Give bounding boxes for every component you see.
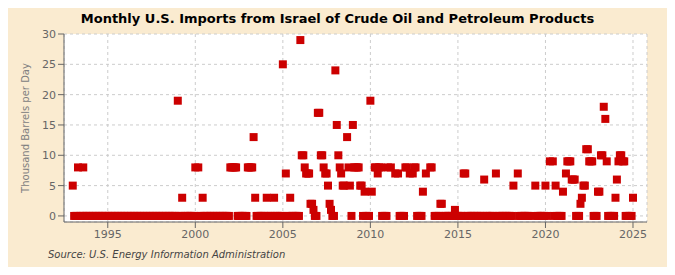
svg-text:2020: 2020 [531,228,559,241]
html-text:Monthly U.S. Imports from Isra: Monthly U.S. Imports from Israel of Crud… [80,11,595,26]
html-text:Source: U.S. Energy Informatio: Source: U.S. Energy Information Administ… [48,249,286,260]
svg-text:2005: 2005 [269,228,297,241]
svg-text:20: 20 [42,89,56,102]
svg-text:0: 0 [49,210,56,223]
svg-text:15: 15 [42,119,56,132]
svg-text:1995: 1995 [94,228,122,241]
svg-text:2010: 2010 [356,228,384,241]
svg-text:Thousand Barrels per Day: Thousand Barrels per Day [20,63,31,194]
svg-text:2025: 2025 [619,228,647,241]
svg-text:10: 10 [42,149,56,162]
svg-text:30: 30 [42,28,56,41]
svg-text:2015: 2015 [444,228,472,241]
svg-text:5: 5 [49,180,56,193]
svg-text:2000: 2000 [181,228,209,241]
svg-text:25: 25 [42,58,56,71]
